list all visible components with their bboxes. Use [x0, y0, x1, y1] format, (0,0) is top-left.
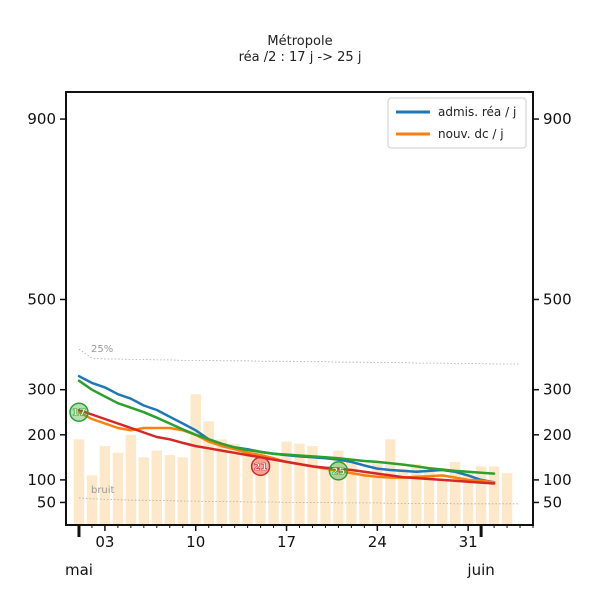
x-tick-label: 31	[459, 533, 478, 551]
legend-label-deces: nouv. dc / j	[438, 127, 504, 141]
bar	[450, 461, 461, 525]
bar	[125, 434, 137, 525]
bar	[99, 446, 111, 525]
bar	[255, 452, 266, 525]
bar	[437, 479, 448, 525]
bar	[86, 475, 98, 525]
month-labels: mai juin	[65, 525, 495, 579]
bar	[488, 466, 500, 525]
bar	[333, 450, 344, 525]
bar	[203, 421, 214, 525]
y-ticks-right: 50 100 200 300 500 900	[533, 110, 572, 511]
bar	[475, 466, 487, 525]
bar	[177, 457, 188, 525]
chart-title: Métropole	[267, 34, 332, 49]
marker-label: 17	[72, 408, 86, 419]
y-tick-label-right: 200	[543, 426, 572, 444]
marker-label: 25	[331, 466, 345, 477]
y-tick-label: 200	[27, 426, 56, 444]
bar	[281, 441, 292, 525]
bar	[216, 439, 227, 525]
series-line	[77, 379, 496, 475]
x-ticks: 03 10 17 24 31	[78, 525, 534, 551]
reference-label: 25%	[91, 344, 113, 355]
reference-label: bruit	[91, 485, 115, 496]
y-tick-label-right: 300	[543, 381, 572, 399]
bar	[73, 439, 85, 525]
y-tick-label-right: 100	[543, 471, 572, 489]
bar	[501, 473, 513, 525]
bar	[138, 457, 149, 525]
y-tick-label: 50	[37, 493, 56, 511]
y-tick-label: 900	[27, 110, 56, 128]
bars	[73, 394, 513, 525]
bar	[359, 470, 370, 525]
bar	[411, 464, 422, 525]
bar	[112, 452, 124, 525]
legend: admis. réa / j nouv. dc / j	[387, 97, 527, 149]
series-line	[77, 408, 496, 485]
chart-subtitle: réa /2 : 17 j -> 25 j	[239, 50, 362, 65]
reference-lines: 25% bruit	[78, 344, 520, 505]
month-label: mai	[65, 561, 93, 579]
marker-circle	[328, 461, 349, 481]
x-tick-label: 03	[95, 533, 114, 551]
y-tick-label-right: 50	[543, 493, 562, 511]
bar	[424, 470, 435, 525]
y-tick-label-right: 500	[543, 290, 572, 308]
x-tick-label: 24	[368, 533, 387, 551]
reference-line	[78, 497, 520, 505]
y-tick-label-right: 900	[543, 110, 572, 128]
bar	[294, 443, 305, 525]
bar	[164, 455, 175, 525]
marker-label: 21	[254, 462, 268, 473]
y-ticks-left: 50 100 200 300 500 900	[27, 110, 66, 511]
bar	[385, 439, 396, 525]
bar	[151, 450, 162, 525]
legend-label-admis: admis. réa / j	[438, 105, 516, 119]
bar	[398, 468, 409, 525]
bar	[229, 443, 240, 525]
y-tick-label: 500	[27, 290, 56, 308]
bar	[190, 394, 201, 525]
y-tick-label: 100	[27, 471, 56, 489]
bar	[242, 450, 253, 525]
bar	[268, 457, 279, 525]
series-lines	[77, 374, 496, 485]
bar	[372, 461, 383, 525]
y-tick-label: 300	[27, 381, 56, 399]
x-tick-label: 10	[186, 533, 205, 551]
markers: 17 21 25	[69, 402, 349, 481]
x-tick-label: 17	[277, 533, 296, 551]
marker-circle	[69, 402, 89, 422]
reference-line	[78, 348, 520, 365]
bar	[320, 466, 331, 525]
bar	[307, 446, 318, 525]
marker-circle	[250, 456, 271, 477]
bar	[346, 461, 357, 525]
bar	[463, 470, 474, 525]
month-label: juin	[466, 561, 494, 579]
